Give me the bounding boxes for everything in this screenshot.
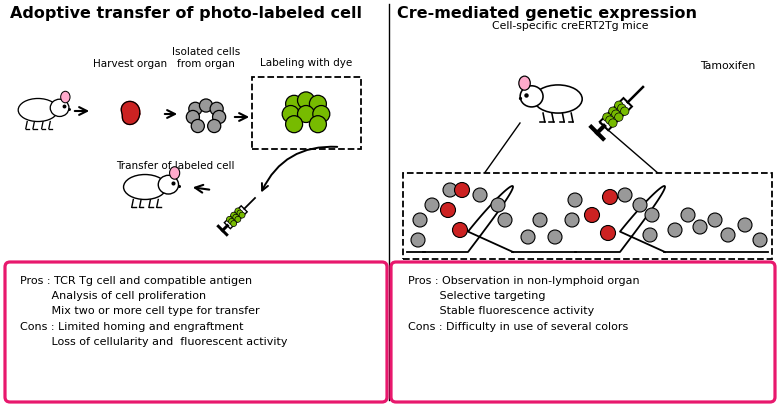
FancyBboxPatch shape [403,174,772,259]
Text: Pros : Observation in non-lymphoid organ
         Selective targeting
         S: Pros : Observation in non-lymphoid organ… [408,275,640,331]
Ellipse shape [534,86,582,114]
Text: Cre-mediated genetic expression: Cre-mediated genetic expression [397,6,697,21]
Circle shape [533,213,547,228]
Circle shape [473,189,487,202]
Circle shape [443,183,457,198]
Circle shape [618,105,626,113]
Text: Labeling with dye: Labeling with dye [260,58,352,68]
Polygon shape [121,102,140,125]
Text: Pros : TCR Tg cell and compatible antigen
         Analysis of cell proliferatio: Pros : TCR Tg cell and compatible antige… [20,275,288,346]
Circle shape [189,103,202,116]
Circle shape [191,120,205,133]
Ellipse shape [124,175,166,200]
Polygon shape [423,187,513,252]
Circle shape [208,120,221,133]
Circle shape [738,218,752,232]
Circle shape [210,103,223,116]
Ellipse shape [158,176,178,194]
Circle shape [721,228,735,243]
Circle shape [615,102,623,110]
Circle shape [615,114,623,122]
Circle shape [313,106,330,123]
Text: Isolated cells
from organ: Isolated cells from organ [172,47,240,69]
Polygon shape [575,187,665,252]
Circle shape [633,198,647,213]
Circle shape [286,96,303,113]
Circle shape [231,213,237,219]
Circle shape [668,224,682,237]
FancyBboxPatch shape [391,262,775,402]
Ellipse shape [520,87,543,108]
Text: Harvest organ: Harvest organ [93,59,167,69]
Circle shape [681,209,695,222]
Circle shape [521,230,535,244]
Circle shape [565,213,579,228]
Circle shape [226,217,233,223]
FancyBboxPatch shape [252,78,361,149]
Circle shape [453,223,468,238]
Text: Transfer of labeled cell: Transfer of labeled cell [116,161,234,171]
Circle shape [645,209,659,222]
Circle shape [693,220,707,234]
Circle shape [621,108,629,116]
Circle shape [212,111,226,124]
Circle shape [239,213,245,219]
Circle shape [310,116,327,133]
Ellipse shape [519,77,531,91]
Circle shape [235,217,241,223]
Circle shape [310,96,327,113]
Circle shape [601,226,615,241]
Ellipse shape [61,92,70,104]
Circle shape [411,233,425,247]
Circle shape [231,221,237,227]
Circle shape [584,208,600,223]
Circle shape [186,111,199,124]
Circle shape [286,116,303,133]
Circle shape [454,183,469,198]
Circle shape [491,198,505,213]
Circle shape [199,100,212,113]
Text: Adoptive transfer of photo-labeled cell: Adoptive transfer of photo-labeled cell [10,6,362,21]
Circle shape [612,111,620,119]
Text: Cell-specific creERT2Tg mice: Cell-specific creERT2Tg mice [492,21,648,31]
Circle shape [602,190,618,205]
Circle shape [568,194,582,207]
Circle shape [606,117,614,125]
FancyBboxPatch shape [5,262,387,402]
Circle shape [603,114,612,122]
Circle shape [233,215,239,221]
Ellipse shape [18,99,58,122]
Circle shape [235,209,241,214]
Polygon shape [600,99,632,131]
Circle shape [297,106,314,123]
Circle shape [498,213,512,228]
Circle shape [753,233,767,247]
Circle shape [237,211,243,216]
Circle shape [548,230,562,244]
Circle shape [413,213,427,228]
Circle shape [618,189,632,202]
FancyArrowPatch shape [262,147,337,191]
Circle shape [440,203,455,218]
Polygon shape [224,206,247,229]
Circle shape [297,93,314,110]
Circle shape [643,228,657,243]
Text: Tamoxifen: Tamoxifen [700,61,755,71]
Ellipse shape [170,167,180,180]
Ellipse shape [51,100,69,117]
Circle shape [708,213,722,228]
Circle shape [608,119,617,128]
Circle shape [229,219,234,225]
Circle shape [608,108,617,116]
Circle shape [282,106,300,123]
Circle shape [425,198,439,213]
